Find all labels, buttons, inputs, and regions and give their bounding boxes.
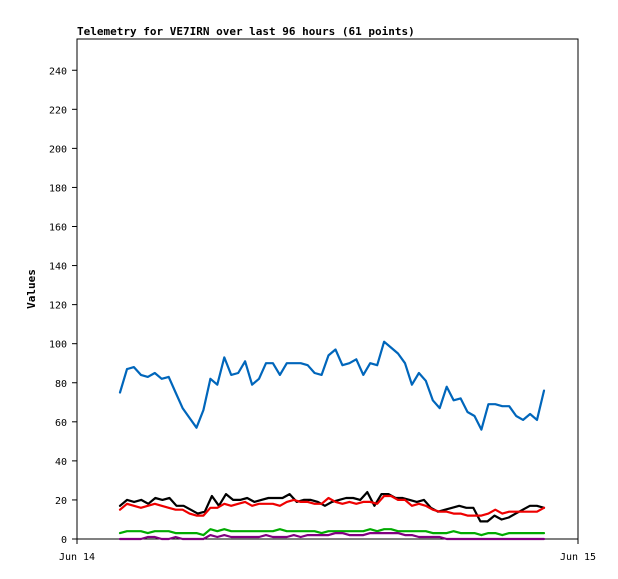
chart-title: Telemetry for VE7IRN over last 96 hours … [77, 25, 415, 38]
plot-frame [76, 38, 579, 540]
y-tick-label: 220 [49, 105, 67, 116]
y-tick-label: 200 [49, 144, 67, 155]
y-tick-label: 20 [55, 496, 67, 507]
series-line-5 [118, 531, 546, 541]
series-line-3 [118, 494, 546, 517]
y-tick-label: 120 [49, 301, 67, 312]
series-line-4 [118, 528, 546, 537]
x-tick-label: Jun 14 [59, 552, 95, 563]
series-group [118, 340, 546, 541]
y-axis: 0 20 40 60 80 100 120 140 160 180 200 220 240 [49, 66, 77, 546]
y-tick-label: 60 [55, 418, 67, 429]
y-tick-label: 180 [49, 183, 67, 194]
series-line-1 [118, 340, 546, 431]
y-tick-label: 240 [49, 66, 67, 77]
x-axis: Jun 14 Jun 15 [59, 539, 596, 563]
y-tick-label: 160 [49, 223, 67, 234]
series-line-2 [118, 491, 546, 523]
y-tick-label: 0 [61, 535, 67, 546]
y-tick-label: 40 [55, 457, 67, 468]
y-axis-label: Values [25, 269, 38, 309]
y-tick-label: 100 [49, 340, 67, 351]
x-tick-label: Jun 15 [560, 552, 596, 563]
y-tick-label: 80 [55, 379, 67, 390]
y-tick-label: 140 [49, 262, 67, 273]
